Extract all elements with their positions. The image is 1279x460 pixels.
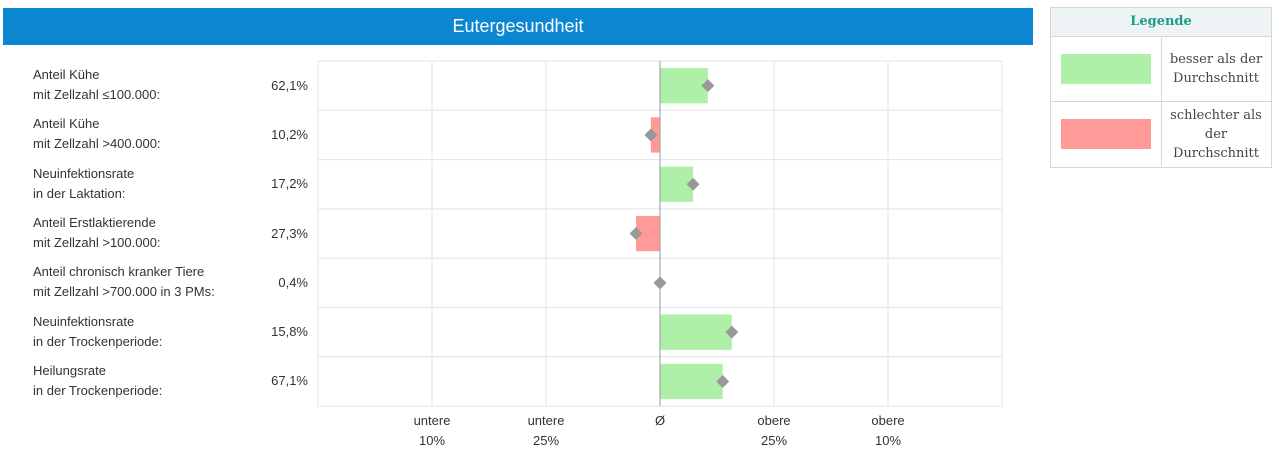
row-label: Neuinfektionsrate in der Laktation: [33,165,135,201]
row-value: 10,2% [271,126,308,142]
average-marker [716,374,730,388]
chart-title: Eutergesundheit [452,16,584,36]
average-marker [725,325,739,339]
legend-item-better: besser als der Durchschnitt [1051,37,1271,102]
row-label: Anteil chronisch kranker Tiere mit Zellza… [33,264,215,300]
row-label: Anteil Kühe mit Zellzahl ≤100.000: [33,67,161,102]
chart-plot [317,60,1003,407]
legend: Legende besser als der Durchschnitt schl… [1050,7,1272,168]
legend-swatch-better [1061,54,1151,84]
legend-title: Legende [1051,8,1271,37]
average-marker [644,128,658,142]
row-value: 0,4% [278,274,308,290]
legend-text-worse: schlechter als der Durchschnitt [1170,107,1262,161]
row-value: 27,3% [271,225,308,241]
legend-text-better: besser als der Durchschnitt [1169,52,1263,86]
average-marker [686,177,700,191]
x-tick-label: Ø [654,413,666,429]
row-value: 17,2% [271,176,308,192]
bar [636,215,660,252]
row-value: 62,1% [271,77,308,93]
bar [660,314,732,350]
bar [660,68,708,104]
row-label: Heilungsrate in der Trockenperiode: [33,362,163,398]
row-label: Anteil Kühe mit Zellzahl >400.000: [33,116,161,152]
row-label: Neuinfektionsrate in der Trockenperiode: [33,313,163,349]
x-tick-label: obere 10% [871,413,905,449]
legend-swatch-worse [1061,119,1151,149]
average-marker [629,227,643,241]
x-tick-label: untere 10% [413,413,451,449]
bar [660,363,723,400]
row-value: 67,1% [271,373,308,389]
legend-item-worse: schlechter als der Durchschnitt [1051,102,1271,166]
chart-title-banner: Eutergesundheit [3,8,1033,45]
row-value: 15,8% [271,324,308,340]
x-tick-label: untere 25% [527,413,565,449]
average-marker [701,79,715,93]
x-tick-label: obere 25% [757,413,791,449]
row-label: Anteil Erstlaktierende mit Zellzahl >100.… [33,214,161,250]
